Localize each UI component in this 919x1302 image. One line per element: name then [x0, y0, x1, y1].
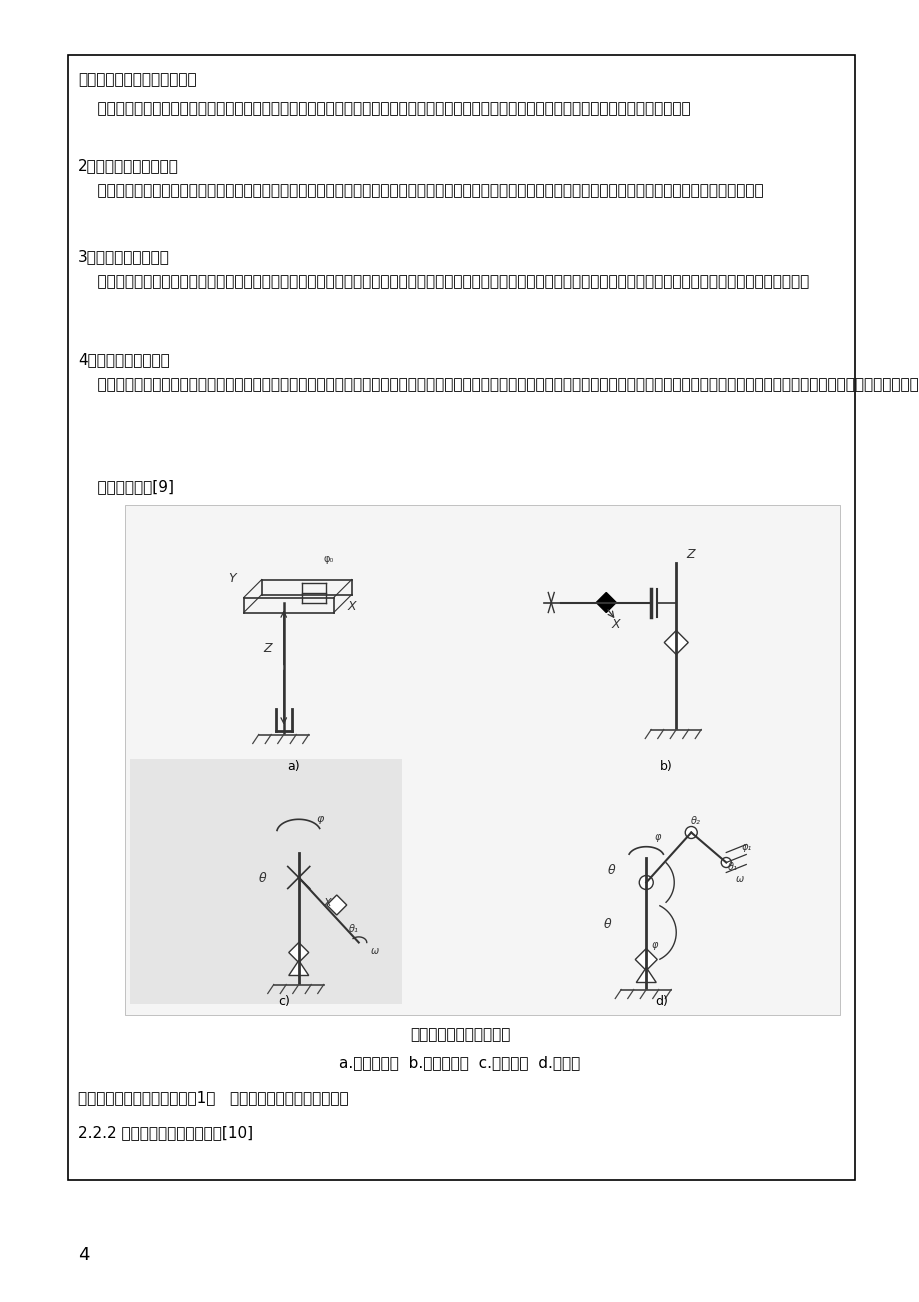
- Polygon shape: [664, 630, 687, 655]
- Circle shape: [639, 875, 652, 889]
- Text: 由于本设计的机械手自由度为1，   所以，初步选定为圆柱坐标式: 由于本设计的机械手自由度为1， 所以，初步选定为圆柱坐标式: [78, 1090, 348, 1105]
- Text: X: X: [323, 897, 331, 907]
- Text: φ₀: φ₀: [323, 555, 334, 565]
- Text: φ: φ: [316, 815, 323, 824]
- Text: 4: 4: [78, 1246, 89, 1264]
- Text: Z: Z: [263, 642, 272, 655]
- Text: 3）球坐标机器人结构: 3）球坐标机器人结构: [78, 249, 170, 264]
- Circle shape: [685, 827, 697, 838]
- Text: 2.2.2 机械手的驱动方式的选择[10]: 2.2.2 机械手的驱动方式的选择[10]: [78, 1125, 253, 1141]
- Text: a.直角坐标式  b.圆柱坐标式  c.球坐标式  d.关节式: a.直角坐标式 b.圆柱坐标式 c.球坐标式 d.关节式: [339, 1055, 580, 1070]
- Text: X: X: [610, 617, 619, 630]
- Text: φ: φ: [651, 940, 657, 950]
- Text: 直角坐标机器人的工作空间为一空间长方体。直角坐标机器人主要用于装配作业及搢运作业，直角坐标机器人有悬臂式，龙门式，天车式三种结构。: 直角坐标机器人的工作空间为一空间长方体。直角坐标机器人主要用于装配作业及搢运作业…: [78, 102, 690, 116]
- Polygon shape: [289, 961, 309, 975]
- Circle shape: [720, 858, 731, 867]
- Text: θ₂: θ₂: [690, 816, 700, 827]
- Polygon shape: [289, 943, 309, 962]
- Text: Y: Y: [228, 573, 235, 586]
- Text: ω: ω: [370, 947, 379, 957]
- Text: Z: Z: [686, 548, 694, 560]
- Text: b): b): [659, 760, 672, 773]
- Text: θ₁: θ₁: [728, 862, 737, 872]
- Text: θ: θ: [607, 865, 615, 878]
- Text: 其简图如下：[9]: 其简图如下：[9]: [78, 479, 174, 493]
- Text: X: X: [347, 600, 356, 613]
- Text: d): d): [654, 995, 667, 1008]
- Bar: [68, 55, 854, 1180]
- Text: φ₁: φ₁: [741, 842, 751, 853]
- Bar: [130, 759, 402, 1004]
- Text: 各种坐标形式的运动简图: 各种坐标形式的运动简图: [409, 1027, 510, 1042]
- Text: ω: ω: [735, 875, 743, 884]
- Text: c): c): [278, 995, 289, 1008]
- Text: 的机器人的结构尺寸大得多。: 的机器人的结构尺寸大得多。: [78, 72, 197, 87]
- Text: θ₁: θ₁: [348, 924, 358, 935]
- Text: θ: θ: [604, 918, 611, 931]
- Polygon shape: [596, 592, 616, 612]
- Polygon shape: [634, 948, 656, 970]
- Text: φ: φ: [653, 832, 660, 841]
- Polygon shape: [326, 894, 346, 915]
- Polygon shape: [636, 967, 655, 983]
- Text: 圆柱坐标机器人的空间运动是用一个回转运动及两个直线运动来实现的。这种机器人构造比较简单，精度还可以，常用于搢运作业。其工作空间是一个圆柱状的空间。: 圆柱坐标机器人的空间运动是用一个回转运动及两个直线运动来实现的。这种机器人构造比…: [78, 184, 763, 198]
- Text: 关节型机器人的空间运动是由三个回转运动实现的。关节型机器人动作灵活，结构紧凑，占地面积小。相对机器人本体尺寸，其工作空间比较大。此种机器人在工业中应用十分广泛，: 关节型机器人的空间运动是由三个回转运动实现的。关节型机器人动作灵活，结构紧凑，占…: [78, 378, 919, 392]
- Text: 球坐标机器人的空间运动是由两个回转运动和一个直线运动来实现的。这种机器人结构简单、成本较低，但精度不很高。主要应用于搢运作业。其工作空间是一个类球形的空间。: 球坐标机器人的空间运动是由两个回转运动和一个直线运动来实现的。这种机器人结构简单…: [78, 273, 809, 289]
- Text: 4）关节型机器人结构: 4）关节型机器人结构: [78, 352, 170, 367]
- Text: 2）圆柱坐标机器人结构: 2）圆柱坐标机器人结构: [78, 158, 178, 173]
- Text: a): a): [287, 760, 300, 773]
- Bar: [125, 505, 839, 1016]
- Text: θ: θ: [258, 872, 267, 885]
